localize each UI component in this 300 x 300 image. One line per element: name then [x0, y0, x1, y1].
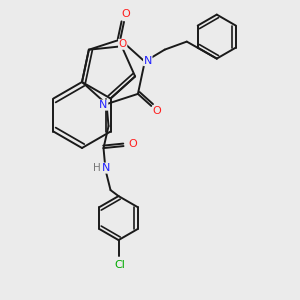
Text: O: O [153, 106, 162, 116]
Text: O: O [121, 9, 130, 19]
Text: Cl: Cl [114, 260, 125, 270]
Text: H: H [93, 163, 101, 173]
Text: N: N [99, 100, 108, 110]
Text: O: O [118, 39, 127, 49]
Text: O: O [128, 139, 137, 149]
Text: N: N [144, 56, 152, 66]
Text: N: N [102, 163, 111, 173]
